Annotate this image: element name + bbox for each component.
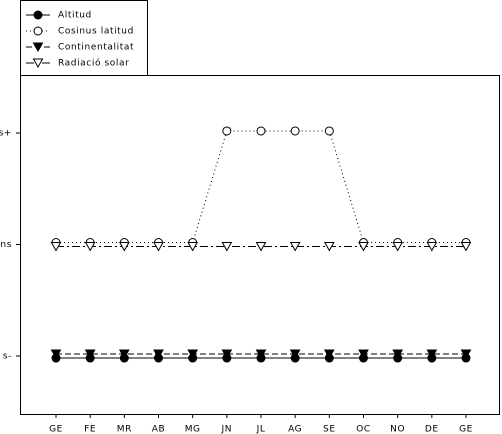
point — [84, 242, 96, 252]
y-tick-label: s- — [3, 352, 12, 362]
point — [50, 349, 62, 360]
x-tick-label: AG — [288, 425, 302, 434]
point — [187, 349, 199, 360]
point — [358, 349, 369, 360]
point — [323, 349, 335, 360]
x-tick-label: GE — [459, 425, 473, 434]
point — [426, 242, 438, 252]
legend-marker — [33, 10, 43, 20]
y-tick-label: ns — [0, 240, 12, 250]
legend-label: Cosinus latitud — [58, 27, 134, 37]
point — [50, 242, 62, 252]
point — [255, 349, 267, 360]
point — [392, 242, 404, 252]
x-tick-label: OC — [356, 425, 371, 434]
point — [324, 126, 334, 136]
x-tick-label: JN — [221, 425, 233, 434]
x-tick-label: SE — [323, 425, 336, 434]
point — [187, 242, 199, 252]
x-tick-label: MG — [185, 425, 201, 434]
x-tick-label: FE — [84, 425, 96, 434]
point — [460, 242, 472, 252]
x-tick-label: DE — [425, 425, 439, 434]
legend-marker — [32, 58, 44, 69]
point — [256, 126, 266, 136]
legend-label: Altitud — [58, 11, 92, 21]
x-tick-label: MR — [117, 425, 132, 434]
point — [221, 242, 233, 252]
point — [255, 242, 267, 252]
point — [290, 126, 300, 136]
x-tick-label: AB — [152, 425, 166, 434]
x-tick-label: NO — [390, 425, 405, 434]
point — [118, 349, 130, 360]
legend-marker — [33, 26, 43, 36]
point — [289, 242, 301, 252]
point — [153, 242, 164, 252]
plot-frame — [20, 75, 500, 415]
point — [153, 349, 164, 360]
legend-label: Radiació solar — [58, 58, 129, 69]
legend-label: Continentalitat — [58, 43, 134, 53]
point — [118, 242, 130, 252]
point — [84, 349, 96, 360]
point — [222, 126, 232, 136]
point — [221, 349, 233, 360]
point — [323, 242, 335, 252]
x-tick-label: GE — [49, 425, 63, 434]
x-tick-label: JL — [256, 425, 266, 434]
point — [358, 242, 369, 252]
legend-marker — [32, 42, 44, 53]
y-tick-label: s+ — [0, 128, 12, 138]
point — [392, 349, 404, 360]
point — [289, 349, 301, 360]
point — [460, 349, 472, 360]
point — [426, 349, 438, 360]
